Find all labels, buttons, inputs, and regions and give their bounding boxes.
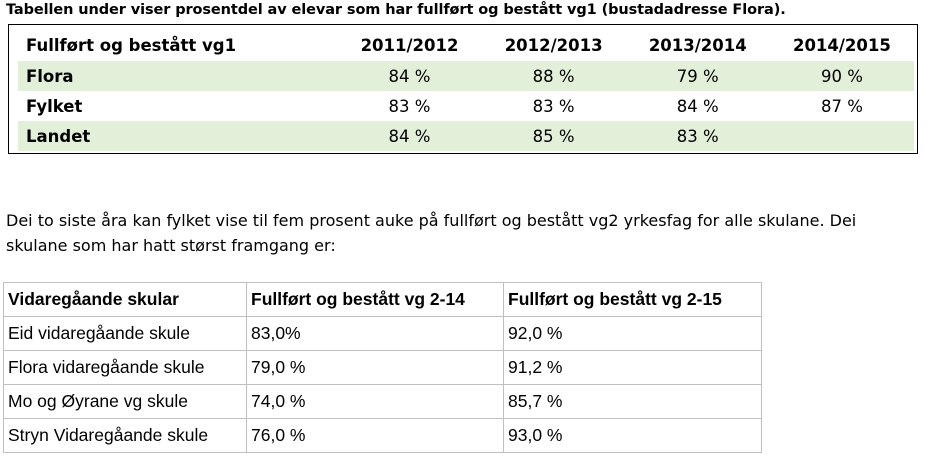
intro-text-vg1: Tabellen under viser prosentdel av eleva… [6, 2, 786, 18]
table-row: Fylket 83 % 83 % 84 % 87 % [18, 91, 914, 121]
table-row: Flora vidaregåande skule 79,0 % 91,2 % [3, 350, 762, 385]
table-cell: 85 % [481, 121, 626, 151]
table-cell: 79,0 % [246, 350, 504, 385]
header-cell: 2012/2013 [504, 36, 603, 55]
table-row: Eid vidaregåande skule 83,0% 92,0 % [3, 316, 762, 351]
table-cell: 93,0 % [503, 418, 762, 453]
header-cell: 2014/2015 [792, 36, 891, 55]
header-cell: Fullført og bestått vg1 [26, 36, 237, 55]
table-cell: 91,2 % [503, 350, 762, 385]
table-cell: 87 % [820, 96, 863, 116]
header-cell: 2011/2012 [360, 36, 459, 55]
table-cell: 83 % [532, 96, 575, 116]
row-label: Flora [18, 61, 338, 91]
table-row: Landet 84 % 85 % 83 % [18, 121, 914, 151]
table-cell: 83,0% [246, 316, 504, 351]
table-cell: 74,0 % [246, 384, 504, 419]
table-cell: 83 % [625, 121, 770, 151]
table-row: Flora 84 % 88 % 79 % 90 % [18, 61, 914, 91]
header-cell: Fullført og bestått vg 2-14 [246, 282, 504, 317]
table-cell: 84 % [676, 96, 719, 116]
table-cell: 84 % [337, 61, 482, 91]
school-name: Flora vidaregåande skule [3, 350, 247, 385]
header-cell: Vidaregåande skular [3, 282, 247, 317]
table-vg2-schools: Vidaregåande skular Fullført og bestått … [3, 282, 762, 453]
table-cell: 84 % [337, 121, 482, 151]
intro-text-vg2: Dei to siste åra kan fylket vise til fem… [6, 211, 857, 255]
school-name: Stryn Vidaregåande skule [3, 418, 247, 453]
row-label: Fylket [26, 96, 83, 116]
table-vg1: Fullført og bestått vg1 2011/2012 2012/2… [18, 30, 914, 151]
table-row: Stryn Vidaregåande skule 76,0 % 93,0 % [3, 418, 762, 453]
table-cell: 83 % [388, 96, 431, 116]
table-cell: 92,0 % [503, 316, 762, 351]
table-vg1-border [8, 24, 918, 154]
table-cell [769, 121, 914, 151]
table-cell: 90 % [769, 61, 914, 91]
table-header-row: Fullført og bestått vg1 2011/2012 2012/2… [18, 30, 914, 61]
table-cell: 85,7 % [503, 384, 762, 419]
table-row: Mo og Øyrane vg skule 74,0 % 85,7 % [3, 384, 762, 419]
row-label: Landet [18, 121, 338, 151]
header-cell: Fullført og bestått vg 2-15 [503, 282, 762, 317]
table-cell: 76,0 % [246, 418, 504, 453]
school-name: Eid vidaregåande skule [3, 316, 247, 351]
school-name: Mo og Øyrane vg skule [3, 384, 247, 419]
table-cell: 88 % [481, 61, 626, 91]
header-cell: 2013/2014 [648, 36, 747, 55]
table-cell: 79 % [625, 61, 770, 91]
table-header-row: Vidaregåande skular Fullført og bestått … [3, 282, 762, 317]
